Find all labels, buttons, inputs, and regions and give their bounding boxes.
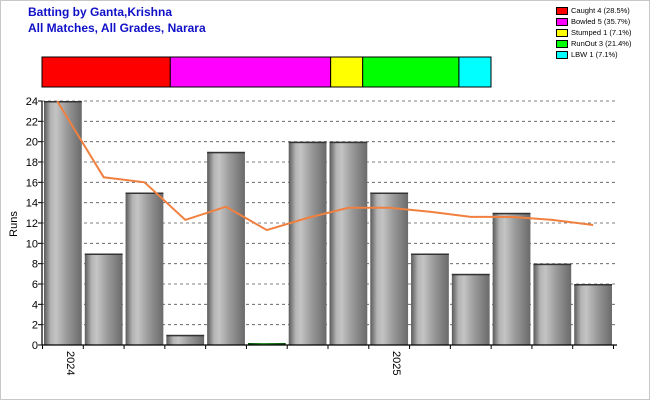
bar-top-edge [492,212,531,215]
bar [533,263,572,345]
average-line-group [56,100,594,232]
bar-top-edge [533,263,572,266]
bar [125,192,164,345]
legend-label: Caught 4 (28.5%) [571,6,630,15]
bar [44,101,82,345]
bar [247,343,286,345]
bar [451,273,490,345]
chart-title: Batting by Ganta,Krishna [28,5,173,19]
legend-swatch [556,51,568,59]
y-tick-label: 12 [26,218,38,230]
bar [207,151,245,345]
strip-segment-bowled [169,56,332,88]
y-tick-label: 22 [26,116,38,128]
bar [574,284,612,345]
bar-top-edge [166,334,205,337]
bars [44,101,612,345]
bar-top-edge [207,151,245,154]
strip-segment-caught [41,56,171,88]
y-tick-label: 8 [32,259,38,271]
bar-top-edge [451,273,490,276]
legend-item-caught: Caught 4 (28.5%) [553,5,647,16]
bar-top-edge [411,253,449,255]
bar [166,334,205,345]
y-tick-label: 18 [26,157,38,169]
legend-label: Bowled 5 (35.7%) [571,17,631,26]
bar-top-edge [370,192,409,194]
y-axis-label: Runs [8,211,20,237]
legend-swatch [556,7,568,15]
legend-swatch [556,18,568,26]
bar-top-edge [44,101,82,103]
bar [288,141,327,345]
legend-swatch [556,40,568,48]
strip-segment-runout [362,56,460,88]
bar-top-edge [329,141,368,144]
legend-label: LBW 1 (7.1%) [571,50,618,59]
legend-label: RunOut 3 (21.4%) [571,39,632,48]
x-tick-label: 2025 [390,351,402,375]
average-line [56,100,594,232]
x-tick-label: 2024 [64,351,76,375]
legend-item-bowled: Bowled 5 (35.7%) [553,16,647,27]
legend-item-runout: RunOut 3 (21.4%) [553,38,647,49]
y-tick-label: 4 [32,299,38,311]
legend-item-lbw: LBW 1 (7.1%) [553,49,647,60]
legend-label: Stumped 1 (7.1%) [571,28,632,37]
x-tick-labels: 2024 2025 [42,345,614,375]
y-tick-label: 24 [26,96,38,108]
y-tick-label: 2 [32,320,38,332]
chart-subtitle: All Matches, All Grades, Narara [28,21,206,35]
bar [411,253,449,345]
y-tick-label: 16 [26,177,38,189]
y-tick-label: 0 [32,340,38,352]
dismissal-strip [41,56,492,88]
y-tick-label: 10 [26,238,38,250]
y-tick-label: 20 [26,137,38,149]
bar [84,253,123,345]
bar [370,192,409,345]
y-tick-label: 14 [26,198,38,210]
legend-swatch [556,29,568,37]
strip-segment-lbw [458,56,492,88]
strip-segment-stumped [330,56,364,88]
bar [329,141,368,345]
bar-top-edge [125,192,164,194]
y-tick-label: 6 [32,279,38,291]
bar-top-edge [84,253,123,255]
bar [492,212,531,345]
bar-top-edge [288,141,327,144]
legend: Caught 4 (28.5%) Bowled 5 (35.7%) Stumpe… [553,5,647,60]
bar-top-edge [574,284,612,286]
legend-item-stumped: Stumped 1 (7.1%) [553,27,647,38]
